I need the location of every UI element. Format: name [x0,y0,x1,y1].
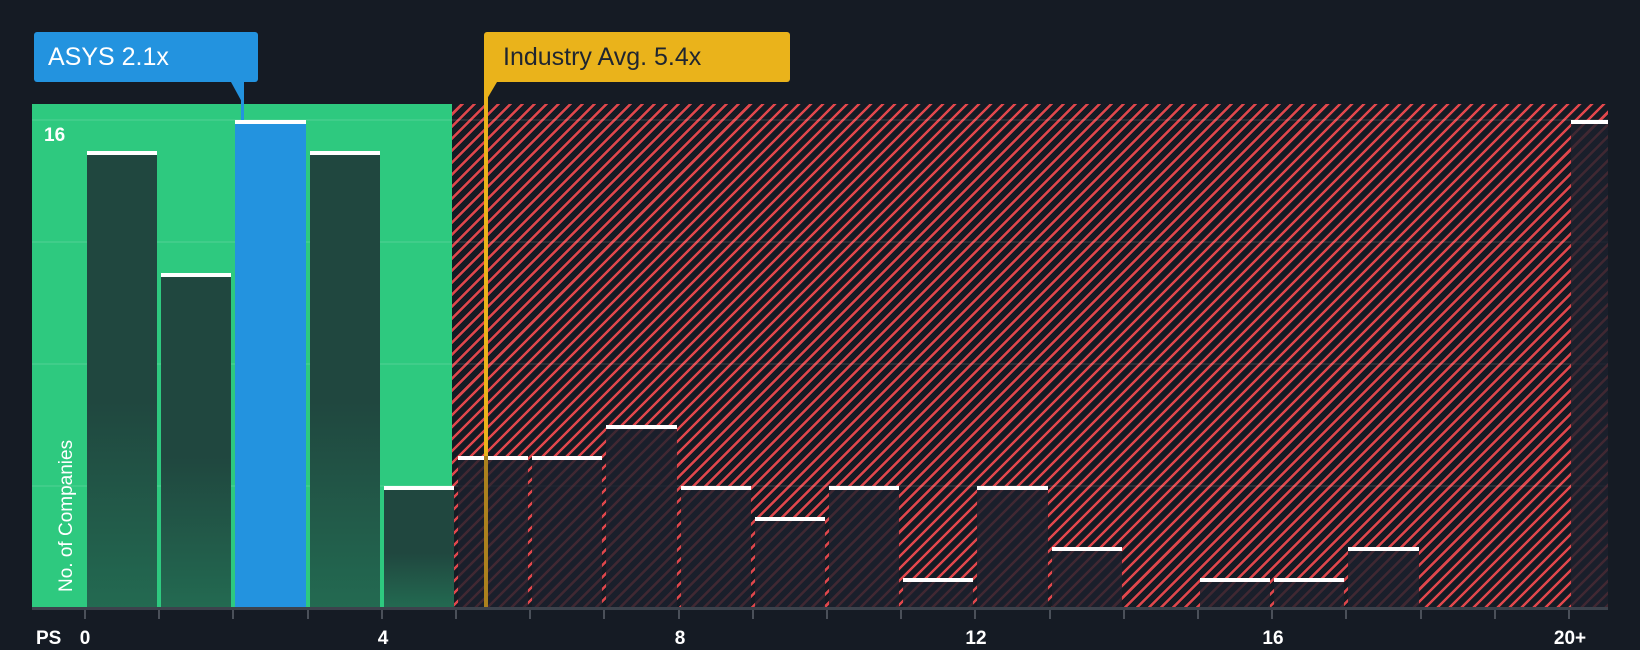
x-tick [1048,610,1051,619]
industry-average-line-shadow [484,456,488,608]
chart-plot-area [32,104,1608,608]
bar-cap [309,150,380,155]
bar-cap [458,455,529,460]
x-label-16: 16 [1262,628,1284,649]
histogram-bar-11-12 [903,577,974,608]
x-tick [974,610,977,619]
histogram-bar-7-8 [606,425,677,608]
x-tick [1271,610,1274,619]
x-tick [232,610,235,619]
histogram-bar-1-2 [161,272,232,608]
bar-cap [754,516,825,521]
x-tick [603,610,606,619]
bar-cap [977,486,1048,490]
x-tick [1419,610,1422,619]
x-tick [1345,610,1348,619]
x-label-12: 12 [965,628,987,649]
bar-cap [87,150,158,155]
gridline-12 [32,241,1608,243]
histogram-bar-10-11 [829,486,900,608]
x-tick [751,610,754,619]
company-callout: ASYS 2.1x [34,32,258,82]
histogram-bar-9-10 [754,516,825,608]
gridline-16 [32,119,1608,121]
histogram-bar-3-4 [309,150,380,608]
histogram-bar-17-18 [1348,547,1419,608]
x-tick [1568,610,1570,619]
company-marker-line [241,82,244,120]
bar-cap [1571,120,1608,124]
industry-callout-label: Industry Avg. 5.4x [503,42,702,71]
bar-cap [829,486,900,490]
x-axis-title: PS [36,628,62,649]
x-tick [529,610,532,619]
industry-callout-pointer [484,82,497,104]
bar-cap [235,120,306,124]
x-label-8: 8 [674,628,686,649]
histogram-bar-2-3 [235,120,306,608]
x-axis [32,607,1608,610]
histogram-bar-5-6 [458,455,529,608]
bar-cap [680,486,751,490]
histogram-bar-15-16 [1200,577,1271,608]
gridline-8 [32,363,1608,365]
industry-callout: Industry Avg. 5.4x [484,32,790,82]
bar-cap [532,455,603,460]
x-tick [1197,610,1199,619]
histogram-bar-13-14 [1051,547,1122,608]
industry-average-line [484,60,488,608]
y-axis-title: No. of Companies [56,439,77,592]
x-tick [306,610,309,619]
x-tick [677,610,680,619]
bar-cap [1200,577,1271,582]
histogram-bar-6-7 [532,455,603,608]
x-tick [84,610,86,619]
company-callout-label: ASYS 2.1x [48,42,169,71]
gridline-4 [32,485,1608,487]
x-tick [900,610,903,619]
x-tick [826,610,828,619]
bar-cap [1274,577,1345,582]
x-label-0: 0 [79,628,91,649]
bar-cap [903,577,974,582]
x-label-4: 4 [377,628,389,649]
histogram-bar-4-5 [383,486,454,608]
bar-cap [161,272,232,277]
x-tick [1122,610,1125,619]
bar-cap [606,425,677,429]
histogram-bar-12-13 [977,486,1048,608]
x-label-20-plus: 20+ [1553,628,1587,649]
bar-cap [1348,547,1419,551]
company-callout-pointer [231,82,243,104]
histogram-bar-16-17 [1274,577,1345,608]
x-tick [455,610,457,619]
x-tick [380,610,383,619]
bar-cap [383,486,454,490]
histogram-bar-8-9 [680,486,751,608]
histogram-bar-20-plus [1571,120,1608,608]
x-tick [158,610,161,619]
x-tick [1493,610,1496,619]
y-axis-max-label: 16 [44,125,66,146]
histogram-bar-0-1 [87,150,158,608]
above-average-zone [452,104,1608,608]
bar-cap [1051,547,1122,551]
